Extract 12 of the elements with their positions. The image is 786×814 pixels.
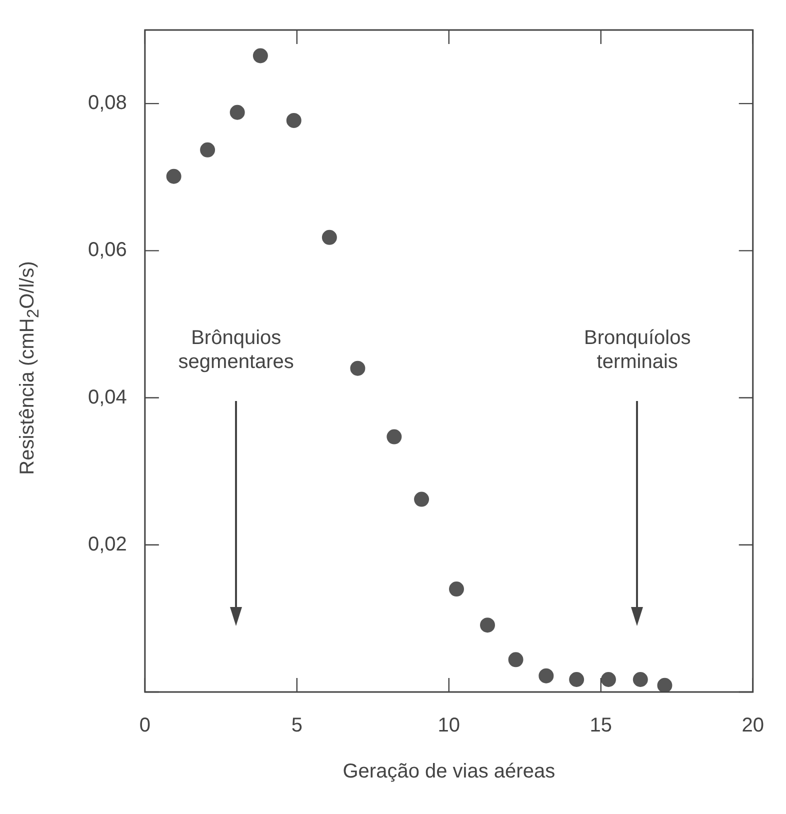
x-axis-title: Geração de vias aéreas — [342, 760, 556, 783]
y-tick-label: 0,06 — [88, 239, 127, 262]
y-tick-label: 0,02 — [88, 533, 127, 556]
y-tick-label: 0,04 — [88, 386, 127, 408]
x-tick-label: 0 — [139, 714, 150, 737]
annotation: Brônquios segmentares — [177, 326, 295, 374]
x-tick-label: 20 — [742, 714, 764, 737]
x-tick-label: 10 — [438, 714, 460, 737]
annotation: Bronquíolos terminais — [582, 326, 692, 374]
x-tick-label: 5 — [291, 714, 302, 737]
x-tick-label: 15 — [590, 714, 612, 737]
y-tick-label: 0,08 — [88, 92, 127, 114]
